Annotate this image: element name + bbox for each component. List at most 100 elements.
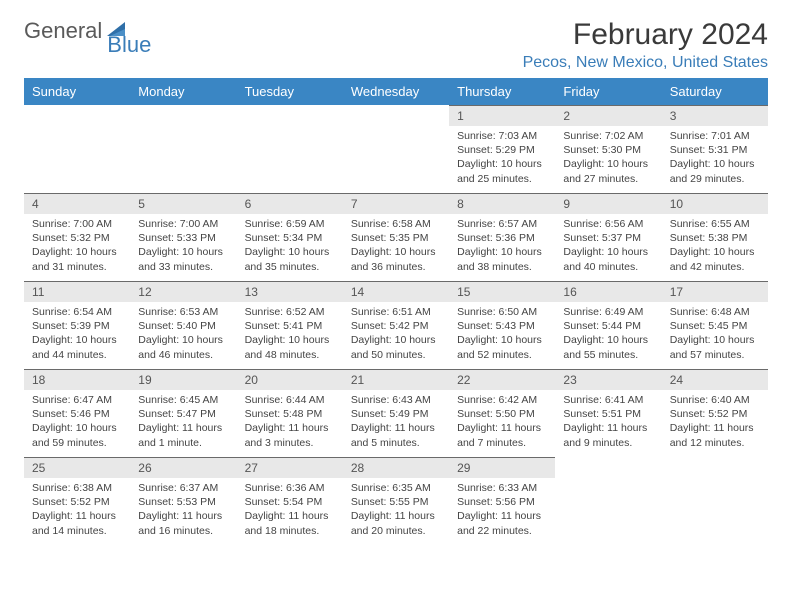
calendar-cell (130, 105, 236, 193)
day-number: 10 (662, 193, 768, 214)
weekday-header: Friday (555, 78, 661, 105)
day-details: Sunrise: 6:45 AMSunset: 5:47 PMDaylight:… (130, 390, 236, 456)
day-number: 4 (24, 193, 130, 214)
sunset-line: Sunset: 5:34 PM (245, 231, 335, 245)
calendar-cell: 7Sunrise: 6:58 AMSunset: 5:35 PMDaylight… (343, 193, 449, 281)
calendar-cell: 20Sunrise: 6:44 AMSunset: 5:48 PMDayligh… (237, 369, 343, 457)
daylight-line: Daylight: 11 hours and 14 minutes. (32, 509, 122, 537)
day-number: 27 (237, 457, 343, 478)
calendar-cell: 18Sunrise: 6:47 AMSunset: 5:46 PMDayligh… (24, 369, 130, 457)
day-details: Sunrise: 7:00 AMSunset: 5:32 PMDaylight:… (24, 214, 130, 280)
calendar-cell (343, 105, 449, 193)
sunset-line: Sunset: 5:40 PM (138, 319, 228, 333)
day-details: Sunrise: 7:01 AMSunset: 5:31 PMDaylight:… (662, 126, 768, 192)
calendar-cell: 27Sunrise: 6:36 AMSunset: 5:54 PMDayligh… (237, 457, 343, 545)
weekday-header: Monday (130, 78, 236, 105)
day-details: Sunrise: 6:40 AMSunset: 5:52 PMDaylight:… (662, 390, 768, 456)
calendar-cell: 3Sunrise: 7:01 AMSunset: 5:31 PMDaylight… (662, 105, 768, 193)
calendar-cell: 9Sunrise: 6:56 AMSunset: 5:37 PMDaylight… (555, 193, 661, 281)
day-details: Sunrise: 6:56 AMSunset: 5:37 PMDaylight:… (555, 214, 661, 280)
calendar-cell: 2Sunrise: 7:02 AMSunset: 5:30 PMDaylight… (555, 105, 661, 193)
calendar-cell: 14Sunrise: 6:51 AMSunset: 5:42 PMDayligh… (343, 281, 449, 369)
sunset-line: Sunset: 5:51 PM (563, 407, 653, 421)
brand-text-2: Blue (107, 32, 151, 58)
calendar-cell: 12Sunrise: 6:53 AMSunset: 5:40 PMDayligh… (130, 281, 236, 369)
day-number: 11 (24, 281, 130, 302)
weekday-header: Sunday (24, 78, 130, 105)
sunrise-line: Sunrise: 6:50 AM (457, 305, 547, 319)
daylight-line: Daylight: 10 hours and 55 minutes. (563, 333, 653, 361)
calendar-cell: 26Sunrise: 6:37 AMSunset: 5:53 PMDayligh… (130, 457, 236, 545)
calendar-week-row: 18Sunrise: 6:47 AMSunset: 5:46 PMDayligh… (24, 369, 768, 457)
day-number: 8 (449, 193, 555, 214)
day-number: 9 (555, 193, 661, 214)
sunrise-line: Sunrise: 6:57 AM (457, 217, 547, 231)
day-details: Sunrise: 6:47 AMSunset: 5:46 PMDaylight:… (24, 390, 130, 456)
day-details: Sunrise: 6:43 AMSunset: 5:49 PMDaylight:… (343, 390, 449, 456)
daylight-line: Daylight: 10 hours and 52 minutes. (457, 333, 547, 361)
sunrise-line: Sunrise: 6:38 AM (32, 481, 122, 495)
calendar-cell (237, 105, 343, 193)
sunrise-line: Sunrise: 6:44 AM (245, 393, 335, 407)
daylight-line: Daylight: 10 hours and 42 minutes. (670, 245, 760, 273)
day-details: Sunrise: 6:42 AMSunset: 5:50 PMDaylight:… (449, 390, 555, 456)
day-details: Sunrise: 6:35 AMSunset: 5:55 PMDaylight:… (343, 478, 449, 544)
calendar-body: 1Sunrise: 7:03 AMSunset: 5:29 PMDaylight… (24, 105, 768, 545)
daylight-line: Daylight: 10 hours and 44 minutes. (32, 333, 122, 361)
weekday-header: Thursday (449, 78, 555, 105)
day-number: 2 (555, 105, 661, 126)
sunrise-line: Sunrise: 6:48 AM (670, 305, 760, 319)
sunrise-line: Sunrise: 6:56 AM (563, 217, 653, 231)
day-details: Sunrise: 6:49 AMSunset: 5:44 PMDaylight:… (555, 302, 661, 368)
calendar-week-row: 11Sunrise: 6:54 AMSunset: 5:39 PMDayligh… (24, 281, 768, 369)
sunrise-line: Sunrise: 6:36 AM (245, 481, 335, 495)
sunset-line: Sunset: 5:49 PM (351, 407, 441, 421)
day-number: 3 (662, 105, 768, 126)
daylight-line: Daylight: 11 hours and 22 minutes. (457, 509, 547, 537)
calendar-cell: 6Sunrise: 6:59 AMSunset: 5:34 PMDaylight… (237, 193, 343, 281)
daylight-line: Daylight: 10 hours and 50 minutes. (351, 333, 441, 361)
daylight-line: Daylight: 10 hours and 27 minutes. (563, 157, 653, 185)
sunrise-line: Sunrise: 6:42 AM (457, 393, 547, 407)
day-details: Sunrise: 6:44 AMSunset: 5:48 PMDaylight:… (237, 390, 343, 456)
day-number: 29 (449, 457, 555, 478)
sunrise-line: Sunrise: 6:53 AM (138, 305, 228, 319)
sunset-line: Sunset: 5:32 PM (32, 231, 122, 245)
sunrise-line: Sunrise: 6:45 AM (138, 393, 228, 407)
sunset-line: Sunset: 5:53 PM (138, 495, 228, 509)
sunrise-line: Sunrise: 6:43 AM (351, 393, 441, 407)
sunset-line: Sunset: 5:33 PM (138, 231, 228, 245)
page-header: General Blue February 2024 Pecos, New Me… (24, 18, 768, 72)
calendar-cell: 10Sunrise: 6:55 AMSunset: 5:38 PMDayligh… (662, 193, 768, 281)
day-details: Sunrise: 6:38 AMSunset: 5:52 PMDaylight:… (24, 478, 130, 544)
calendar-cell: 19Sunrise: 6:45 AMSunset: 5:47 PMDayligh… (130, 369, 236, 457)
calendar-week-row: 25Sunrise: 6:38 AMSunset: 5:52 PMDayligh… (24, 457, 768, 545)
day-number: 28 (343, 457, 449, 478)
daylight-line: Daylight: 10 hours and 33 minutes. (138, 245, 228, 273)
sunrise-line: Sunrise: 6:59 AM (245, 217, 335, 231)
sunrise-line: Sunrise: 6:47 AM (32, 393, 122, 407)
calendar-cell: 28Sunrise: 6:35 AMSunset: 5:55 PMDayligh… (343, 457, 449, 545)
daylight-line: Daylight: 10 hours and 46 minutes. (138, 333, 228, 361)
calendar-cell: 11Sunrise: 6:54 AMSunset: 5:39 PMDayligh… (24, 281, 130, 369)
day-number: 13 (237, 281, 343, 302)
brand-logo: General Blue (24, 18, 175, 44)
calendar-cell: 5Sunrise: 7:00 AMSunset: 5:33 PMDaylight… (130, 193, 236, 281)
sunset-line: Sunset: 5:52 PM (670, 407, 760, 421)
calendar-cell: 16Sunrise: 6:49 AMSunset: 5:44 PMDayligh… (555, 281, 661, 369)
calendar-cell: 25Sunrise: 6:38 AMSunset: 5:52 PMDayligh… (24, 457, 130, 545)
day-number: 1 (449, 105, 555, 126)
sunrise-line: Sunrise: 7:02 AM (563, 129, 653, 143)
day-details: Sunrise: 6:54 AMSunset: 5:39 PMDaylight:… (24, 302, 130, 368)
sunset-line: Sunset: 5:31 PM (670, 143, 760, 157)
daylight-line: Daylight: 10 hours and 25 minutes. (457, 157, 547, 185)
sunset-line: Sunset: 5:36 PM (457, 231, 547, 245)
sunset-line: Sunset: 5:42 PM (351, 319, 441, 333)
sunrise-line: Sunrise: 6:58 AM (351, 217, 441, 231)
sunrise-line: Sunrise: 6:54 AM (32, 305, 122, 319)
daylight-line: Daylight: 11 hours and 5 minutes. (351, 421, 441, 449)
calendar-cell: 13Sunrise: 6:52 AMSunset: 5:41 PMDayligh… (237, 281, 343, 369)
weekday-header: Tuesday (237, 78, 343, 105)
calendar-cell: 22Sunrise: 6:42 AMSunset: 5:50 PMDayligh… (449, 369, 555, 457)
daylight-line: Daylight: 10 hours and 35 minutes. (245, 245, 335, 273)
